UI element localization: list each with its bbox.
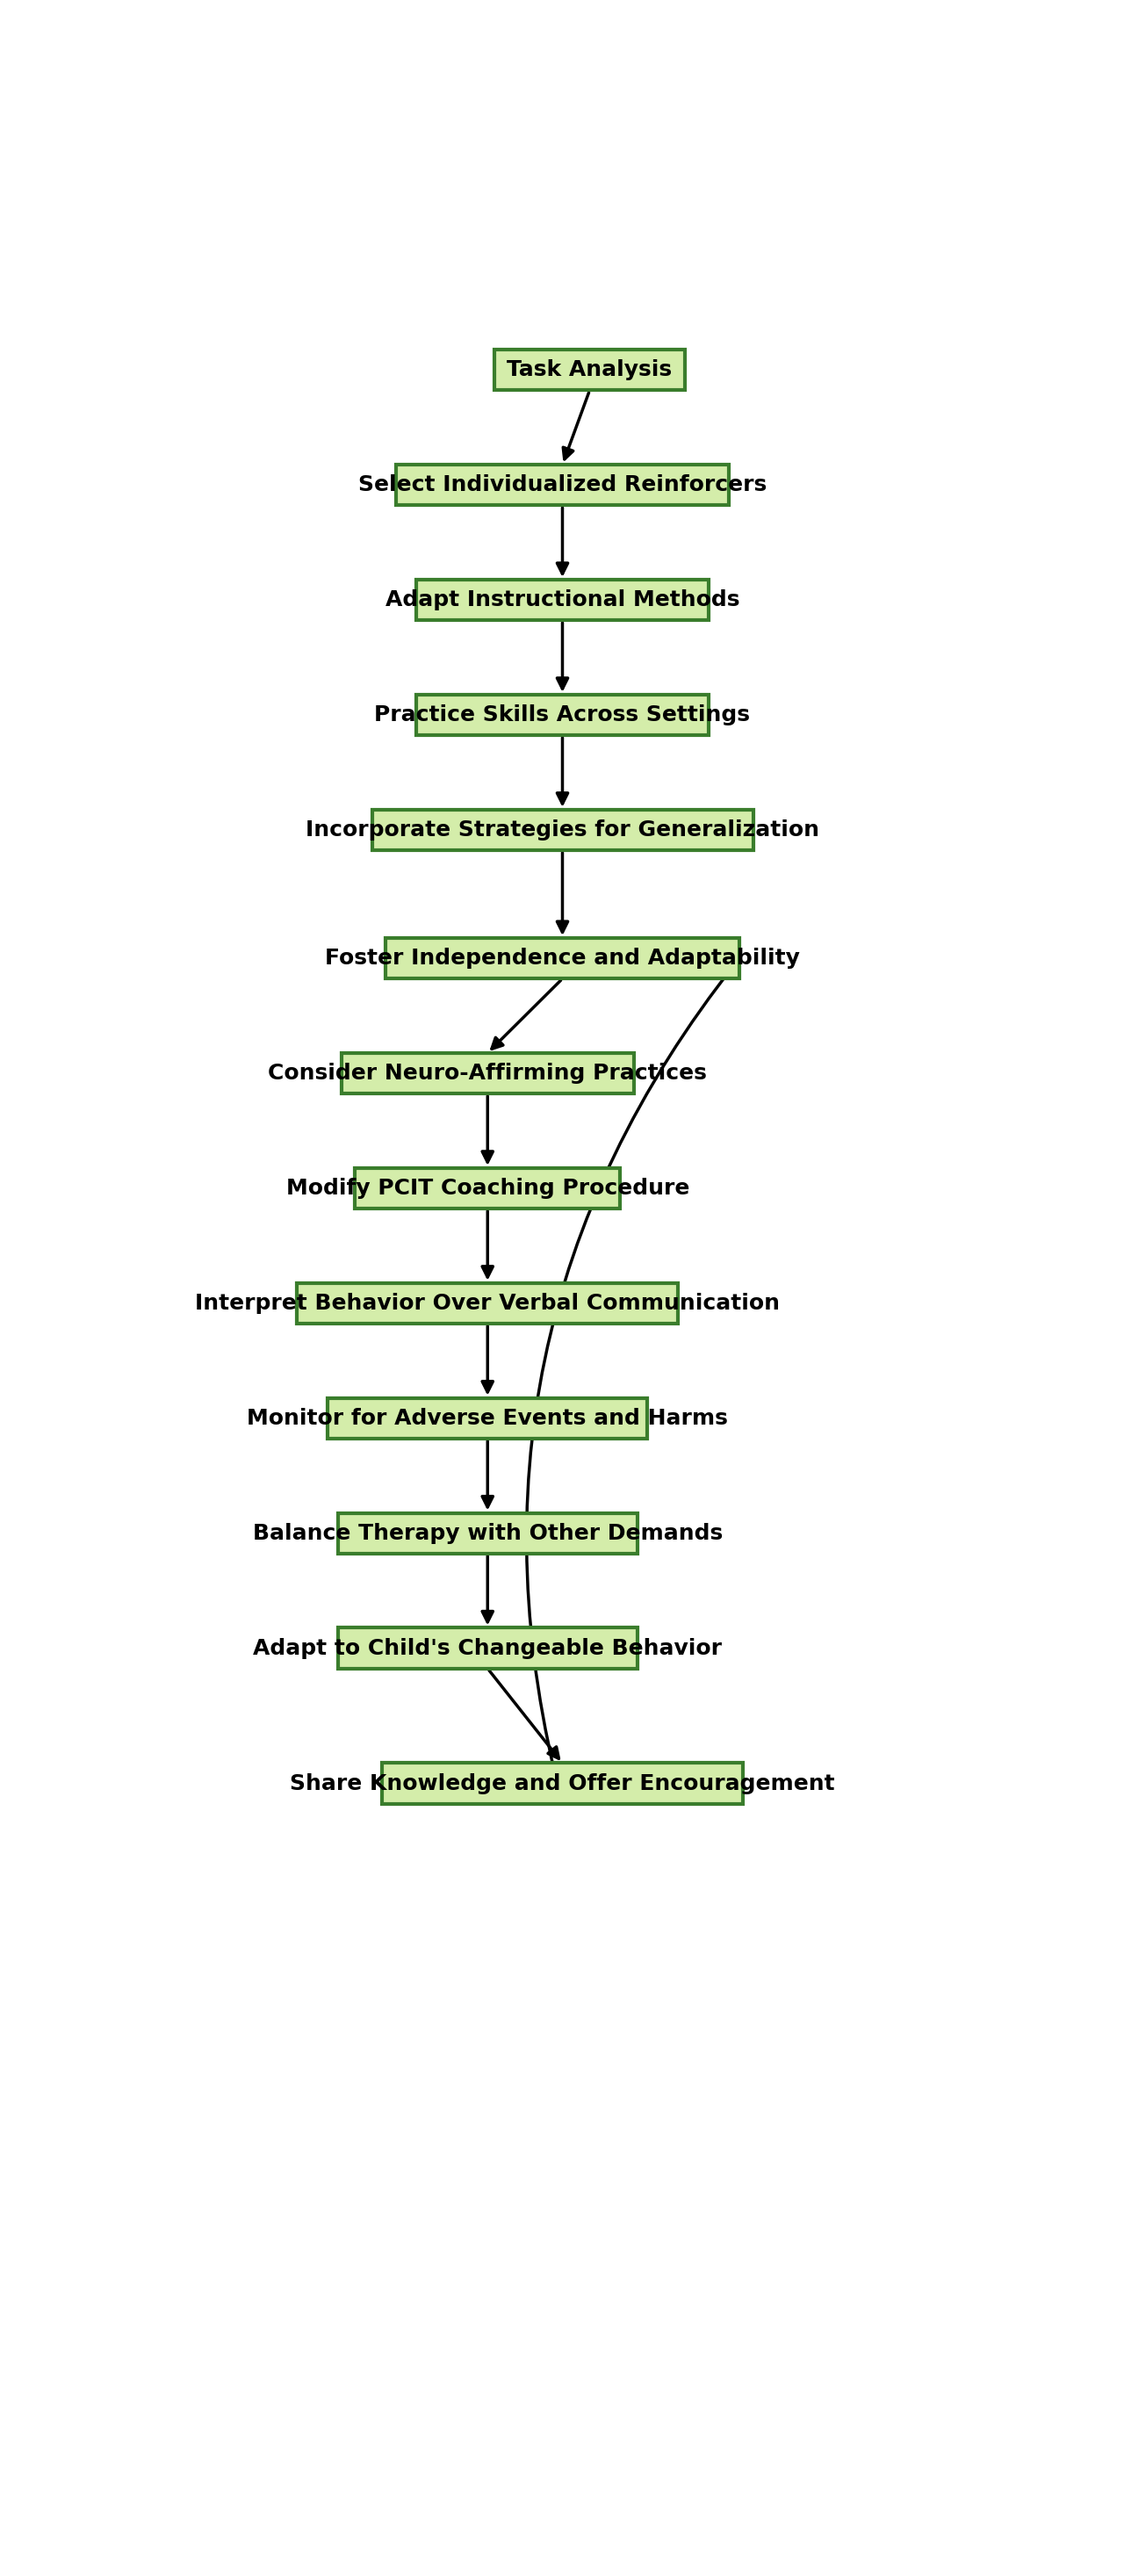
Text: Select Individualized Reinforcers: Select Individualized Reinforcers	[359, 474, 767, 495]
Text: Consider Neuro-Affirming Practices: Consider Neuro-Affirming Practices	[269, 1064, 707, 1084]
Text: Practice Skills Across Settings: Practice Skills Across Settings	[374, 703, 751, 726]
Text: Monitor for Adverse Events and Harms: Monitor for Adverse Events and Harms	[247, 1406, 728, 1430]
FancyBboxPatch shape	[342, 1054, 634, 1095]
FancyBboxPatch shape	[355, 1167, 620, 1208]
FancyBboxPatch shape	[338, 1512, 637, 1553]
FancyBboxPatch shape	[297, 1283, 678, 1324]
Text: Adapt to Child's Changeable Behavior: Adapt to Child's Changeable Behavior	[253, 1638, 722, 1659]
Text: Foster Independence and Adaptability: Foster Independence and Adaptability	[325, 948, 800, 969]
FancyBboxPatch shape	[338, 1628, 637, 1669]
FancyBboxPatch shape	[396, 464, 729, 505]
FancyBboxPatch shape	[495, 350, 685, 392]
Text: Adapt Instructional Methods: Adapt Instructional Methods	[386, 590, 740, 611]
FancyBboxPatch shape	[416, 580, 709, 621]
Text: Modify PCIT Coaching Procedure: Modify PCIT Coaching Procedure	[285, 1177, 689, 1198]
Text: Balance Therapy with Other Demands: Balance Therapy with Other Demands	[253, 1522, 723, 1543]
Text: Interpret Behavior Over Verbal Communication: Interpret Behavior Over Verbal Communica…	[196, 1293, 780, 1314]
Text: Task Analysis: Task Analysis	[507, 361, 672, 381]
Text: Share Knowledge and Offer Encouragement: Share Knowledge and Offer Encouragement	[290, 1772, 835, 1793]
FancyBboxPatch shape	[386, 938, 740, 979]
FancyBboxPatch shape	[328, 1399, 647, 1437]
Text: Incorporate Strategies for Generalization: Incorporate Strategies for Generalizatio…	[306, 819, 819, 840]
FancyBboxPatch shape	[372, 809, 753, 850]
FancyBboxPatch shape	[416, 696, 709, 734]
FancyBboxPatch shape	[382, 1762, 743, 1803]
